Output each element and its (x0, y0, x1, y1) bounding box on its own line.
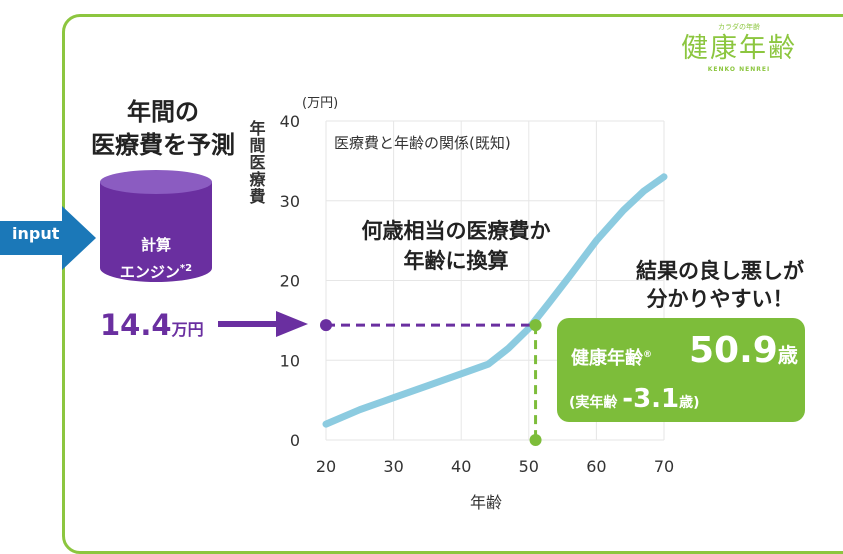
y-tick-label: 40 (280, 112, 300, 131)
logo-romaji: KENKO NENREI (707, 66, 771, 73)
chart-title: 医療費と年齢の関係(既知) (334, 134, 511, 152)
x-tick-label: 70 (654, 457, 674, 476)
cost-unit: 万円 (171, 320, 204, 339)
engine-note: *2 (179, 263, 193, 274)
logo-tagline: カラダの年齢 (718, 23, 760, 31)
benefit-line2: 分かりやすい！ (647, 287, 794, 311)
x-tick-label: 40 (451, 457, 471, 476)
real-age-diff: (実年齢 -3.1歳) (569, 384, 700, 414)
result-number: 50.9 (689, 330, 778, 371)
y-tick-labels: 0 10 20 30 40 (280, 112, 300, 450)
result-label-text: 健康年齢 (571, 348, 643, 369)
callout-line1: 何歳相当の医療費か (362, 219, 551, 243)
x-axis-label: 年齢 (470, 493, 502, 512)
logo-title: 健康年齢 (681, 33, 797, 64)
age-cost-curve (322, 173, 668, 428)
benefit-line1: 結果の良し悪しが (636, 259, 804, 283)
y-tick-label: 10 (280, 351, 300, 370)
medical-cost-age-chart: 0 10 20 30 40 20 30 40 50 60 70 (万円) 年間医療費 医療費と年齢… (247, 96, 805, 512)
result-value: 50.9歳 (689, 330, 798, 371)
heading: 年間の 医療費を予測 (78, 96, 248, 162)
x-tick-label: 60 (586, 457, 606, 476)
y-tick-label: 30 (280, 192, 300, 211)
heading-line2: 医療費を予測 (91, 131, 235, 159)
y-tick-label: 0 (290, 431, 300, 450)
curve-intersection-marker (529, 319, 542, 332)
predicted-cost: 14.4万円 (100, 308, 204, 342)
age-axis-marker (529, 434, 542, 446)
registered-mark: ® (643, 350, 652, 360)
engine-line2: エンジン*2 (96, 257, 216, 284)
engine-line2-text: エンジン (119, 263, 180, 281)
engine-label: 計算 エンジン*2 (96, 233, 216, 284)
real-suffix: 歳) (679, 395, 700, 411)
callout-line2: 年齢に換算 (404, 249, 509, 273)
result-unit: 歳 (777, 343, 798, 367)
y-tick-label: 20 (280, 272, 300, 291)
health-age-result-box: 健康年齢® 50.9歳 (実年齢 -3.1歳) (557, 318, 805, 422)
calculation-engine-cylinder-icon (100, 170, 212, 282)
y-unit: (万円) (302, 96, 338, 111)
purple-arrow-icon (218, 311, 308, 337)
real-diff-number: -3.1 (622, 384, 680, 414)
y-axis-label: 年間医療費 (247, 119, 266, 205)
x-tick-labels: 20 30 40 50 60 70 (316, 457, 674, 476)
heading-line1: 年間の (127, 98, 199, 126)
cost-axis-marker (320, 319, 332, 332)
input-label: input (12, 224, 60, 243)
cost-number: 14.4 (100, 308, 172, 342)
x-tick-label: 30 (383, 457, 403, 476)
x-tick-label: 20 (316, 457, 336, 476)
result-label: 健康年齢® (571, 344, 652, 370)
input-arrow-icon (0, 206, 96, 270)
x-tick-label: 50 (519, 457, 539, 476)
real-prefix: (実年齢 (569, 395, 618, 411)
kenko-nenrei-logo: カラダの年齢 健康年齢 KENKO NENREI (674, 22, 804, 73)
engine-line1: 計算 (140, 236, 171, 254)
